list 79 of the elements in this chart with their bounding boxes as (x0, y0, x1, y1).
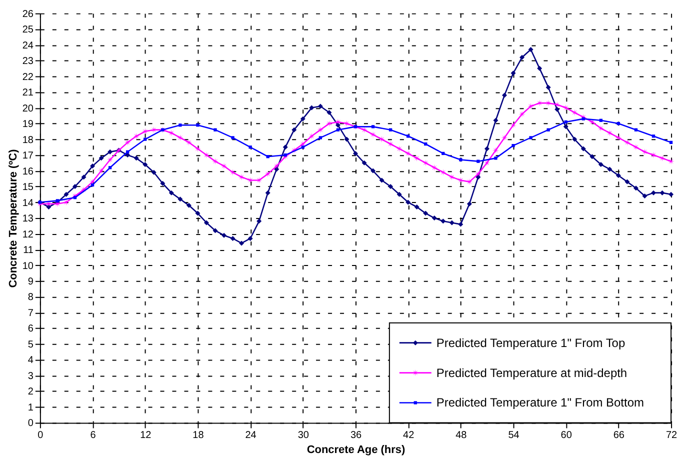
point (248, 146, 252, 149)
y-tick-label: 6 (28, 324, 34, 335)
y-tick-label: 20 (22, 103, 34, 114)
y-tick-label: 19 (22, 119, 34, 130)
point (336, 128, 340, 132)
x-tick-label: 36 (350, 430, 362, 442)
legend-label: Predicted Temperature 1" From Top (436, 336, 626, 350)
x-tick-label: 48 (456, 430, 468, 442)
point (266, 155, 270, 158)
point (546, 128, 550, 132)
y-tick-label: 22 (22, 72, 34, 83)
x-tick-label: 54 (508, 430, 520, 442)
point (178, 124, 182, 127)
y-tick-label: 5 (28, 339, 34, 350)
point (231, 136, 234, 140)
point (616, 122, 620, 126)
point (476, 160, 480, 163)
point (669, 140, 673, 144)
x-tick-label: 6 (90, 430, 96, 442)
y-tick-label: 10 (22, 260, 34, 272)
point (108, 166, 112, 170)
point (564, 120, 568, 124)
y-tick-label: 11 (23, 245, 34, 256)
point (90, 183, 94, 187)
point (301, 146, 304, 149)
point (424, 142, 428, 146)
x-tick-label: 0 (38, 430, 44, 442)
y-tick-label: 21 (22, 88, 34, 99)
y-tick-label: 12 (22, 229, 34, 240)
y-tick-label: 4 (28, 355, 34, 366)
y-tick-label: 24 (22, 40, 34, 52)
y-axis-title: Concrete Temperature (ºC) (7, 148, 20, 288)
point (406, 134, 410, 138)
y-tick-label: 0 (28, 418, 34, 430)
legend-label: Predicted Temperature 1" From Bottom (436, 396, 644, 410)
point (144, 138, 147, 141)
y-tick-label: 3 (28, 370, 34, 382)
point (494, 156, 498, 160)
point (318, 136, 322, 140)
x-tick-label: 24 (245, 430, 257, 442)
y-tick-label: 18 (22, 134, 34, 146)
y-tick-label: 7 (28, 308, 34, 319)
point (73, 196, 77, 200)
point (652, 134, 656, 138)
legend-label: Predicted Temperature at mid-depth (436, 366, 628, 380)
x-tick-label: 72 (666, 430, 678, 442)
y-tick-label: 17 (22, 150, 34, 162)
point (529, 136, 532, 140)
x-tick-label: 42 (403, 430, 415, 442)
y-tick-label: 2 (28, 386, 34, 398)
point (371, 125, 375, 128)
point (56, 199, 60, 202)
point (214, 128, 217, 132)
x-tick-label: 30 (298, 430, 310, 442)
x-tick-label: 18 (192, 430, 204, 442)
y-tick-label: 13 (22, 214, 34, 225)
y-tick-label: 23 (22, 56, 34, 68)
y-tick-label: 16 (22, 166, 34, 178)
y-tick-label: 25 (22, 24, 34, 36)
x-tick-label: 12 (140, 430, 152, 442)
y-tick-label: 8 (28, 292, 34, 304)
y-tick-label: 9 (28, 276, 34, 288)
x-tick-label: 66 (613, 430, 625, 442)
y-tick-label: 14 (22, 198, 34, 209)
point (196, 124, 200, 127)
point (582, 117, 585, 120)
point (459, 158, 462, 162)
point (442, 152, 445, 156)
y-tick-label: 15 (22, 182, 34, 194)
x-tick-label: 60 (560, 430, 572, 442)
point (599, 118, 602, 122)
point (634, 128, 638, 132)
y-tick-label: 1 (28, 402, 34, 414)
y-tick-label: 26 (22, 8, 34, 20)
point (388, 128, 392, 132)
point (512, 144, 515, 148)
point (284, 153, 287, 157)
x-axis-title: Concrete Age (hrs) (306, 444, 406, 456)
point (126, 150, 130, 154)
